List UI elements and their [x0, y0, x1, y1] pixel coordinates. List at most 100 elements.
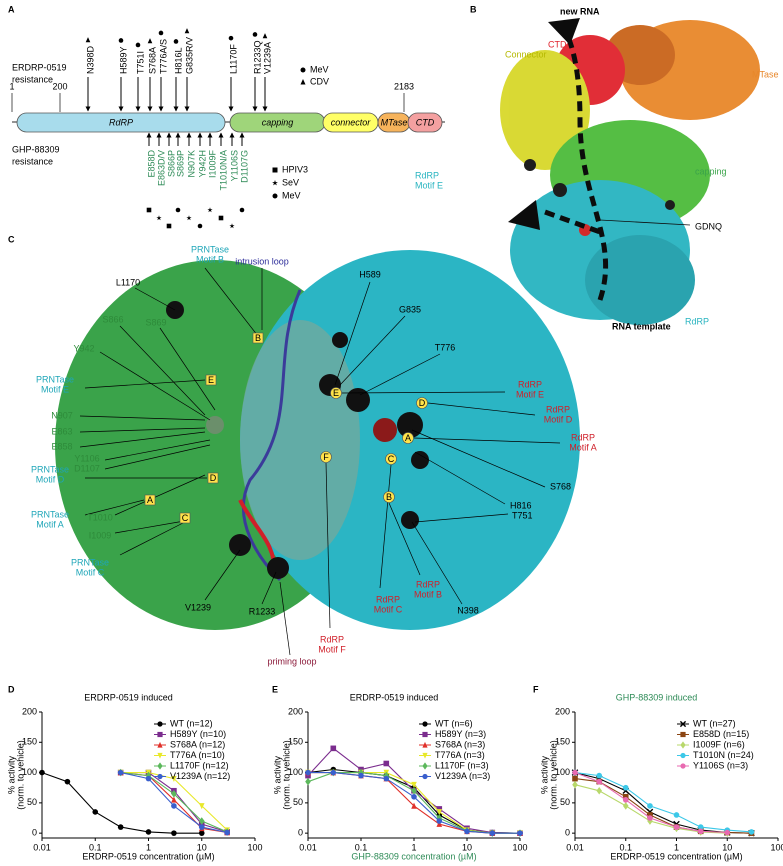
- y-tick-label: 0: [32, 828, 37, 838]
- domain: [407, 112, 443, 133]
- legend-label: V1239A (n=12): [170, 771, 230, 781]
- marker: [175, 207, 181, 213]
- leader-line: [84, 379, 206, 389]
- mutation-label: G835R/V: [184, 37, 194, 74]
- marker: [228, 35, 234, 41]
- marker: [596, 772, 603, 779]
- marker: [680, 752, 686, 759]
- y-axis-label: % activity: [539, 755, 549, 794]
- mutation-label: Y942H: [197, 150, 207, 178]
- structure-label: RdRP: [685, 316, 709, 326]
- marker: [145, 829, 152, 835]
- y-axis-label: % activity: [6, 755, 16, 794]
- structure-label: capping: [695, 166, 727, 176]
- x-axis-label: ERDRP-0519 concentration (µM): [82, 851, 214, 861]
- y-tick-label: 0: [565, 828, 570, 838]
- legend-label: S768A (n=12): [170, 739, 225, 749]
- marker: [680, 741, 686, 749]
- marker: [596, 786, 603, 795]
- structure-label: D1107: [74, 463, 100, 473]
- legend-label: HPIV3: [282, 164, 308, 174]
- y-tick-label: 0: [298, 828, 303, 838]
- marker: [157, 721, 163, 727]
- leader-line: [334, 281, 371, 386]
- marker: [748, 829, 755, 835]
- domain-label: RdRP: [109, 117, 133, 127]
- marker: [39, 769, 45, 776]
- group-label: resistance: [12, 74, 53, 84]
- marker: [262, 33, 268, 39]
- structure-label: L1170: [116, 277, 140, 287]
- x-tick-label: 1: [146, 842, 151, 852]
- leader-line: [279, 581, 291, 656]
- structure-b: [500, 18, 760, 325]
- structure-label: Motif B: [414, 589, 442, 599]
- y-tick-label: 100: [22, 767, 37, 777]
- legend-label: E858D (n=15): [693, 729, 749, 739]
- leader-line: [79, 427, 206, 433]
- structure-label: T751: [512, 510, 533, 520]
- structure-label: RdRP: [571, 432, 595, 442]
- x-tick-label: 100: [770, 842, 783, 852]
- marker: [724, 829, 731, 836]
- legend-label: SeV: [282, 177, 299, 187]
- marker: [411, 802, 417, 809]
- marker: [596, 778, 603, 785]
- marker: [411, 786, 417, 795]
- leader-line: [159, 327, 216, 411]
- legend-label: T776A (n=10): [170, 750, 225, 760]
- leader-line: [413, 437, 561, 444]
- chart-title: ERDRP-0519 induced: [84, 692, 173, 702]
- leader-line: [411, 429, 546, 488]
- motif-letter: C: [182, 513, 189, 523]
- leader-line: [114, 474, 206, 516]
- mutation-label: T751I: [135, 51, 145, 74]
- structure-label: PRNTase: [31, 464, 69, 474]
- y-axis-label: (norm. to vehicle): [548, 740, 558, 810]
- marker: [300, 79, 306, 85]
- structure-label: G835: [399, 304, 421, 314]
- x-tick-label: 0.1: [355, 842, 368, 852]
- motif-letter: A: [147, 495, 153, 505]
- structure-label: priming loop: [267, 656, 316, 666]
- marker: [647, 803, 653, 809]
- marker: [680, 763, 686, 769]
- marker: [157, 762, 163, 770]
- legend-label: I1009F (n=6): [693, 739, 745, 749]
- marker: [147, 38, 153, 44]
- marker: [647, 815, 653, 821]
- mutation-label: V1239A: [262, 42, 272, 74]
- leader-line: [119, 325, 206, 416]
- structure-label: R1233: [249, 606, 276, 616]
- motif-letter: E: [208, 375, 214, 385]
- legend-label: V1239A (n=3): [435, 771, 490, 781]
- x-tick-label: 10: [197, 842, 207, 852]
- marker: [272, 167, 278, 173]
- leader-line: [339, 315, 406, 386]
- leader-line: [388, 502, 421, 576]
- x-tick-label: 0.1: [89, 842, 102, 852]
- marker: [171, 830, 177, 836]
- marker: [383, 760, 390, 767]
- structure-label: RdRP: [376, 594, 400, 604]
- legend-label: H589Y (n=10): [170, 729, 226, 739]
- structure-label: RdRP: [546, 404, 570, 414]
- marker: [118, 38, 124, 43]
- y-tick-label: 200: [555, 706, 570, 716]
- structure-label: Motif D: [36, 474, 65, 484]
- structure-label: V1239: [185, 602, 211, 612]
- structure-label: H589: [359, 269, 381, 279]
- marker: [146, 207, 152, 213]
- mutation-label: N398D: [85, 45, 95, 74]
- marker: [197, 223, 203, 229]
- marker: [422, 741, 428, 748]
- marker: [117, 824, 124, 830]
- leader-line: [119, 522, 184, 556]
- panel-letter: F: [533, 684, 539, 694]
- legend-label: WT (n=12): [170, 718, 213, 728]
- structure-label: H816: [510, 500, 532, 510]
- group-label: ERDRP-0519: [12, 62, 67, 72]
- y-tick-label: 50: [293, 797, 303, 807]
- marker: [135, 42, 141, 48]
- panel-letter: C: [8, 234, 15, 244]
